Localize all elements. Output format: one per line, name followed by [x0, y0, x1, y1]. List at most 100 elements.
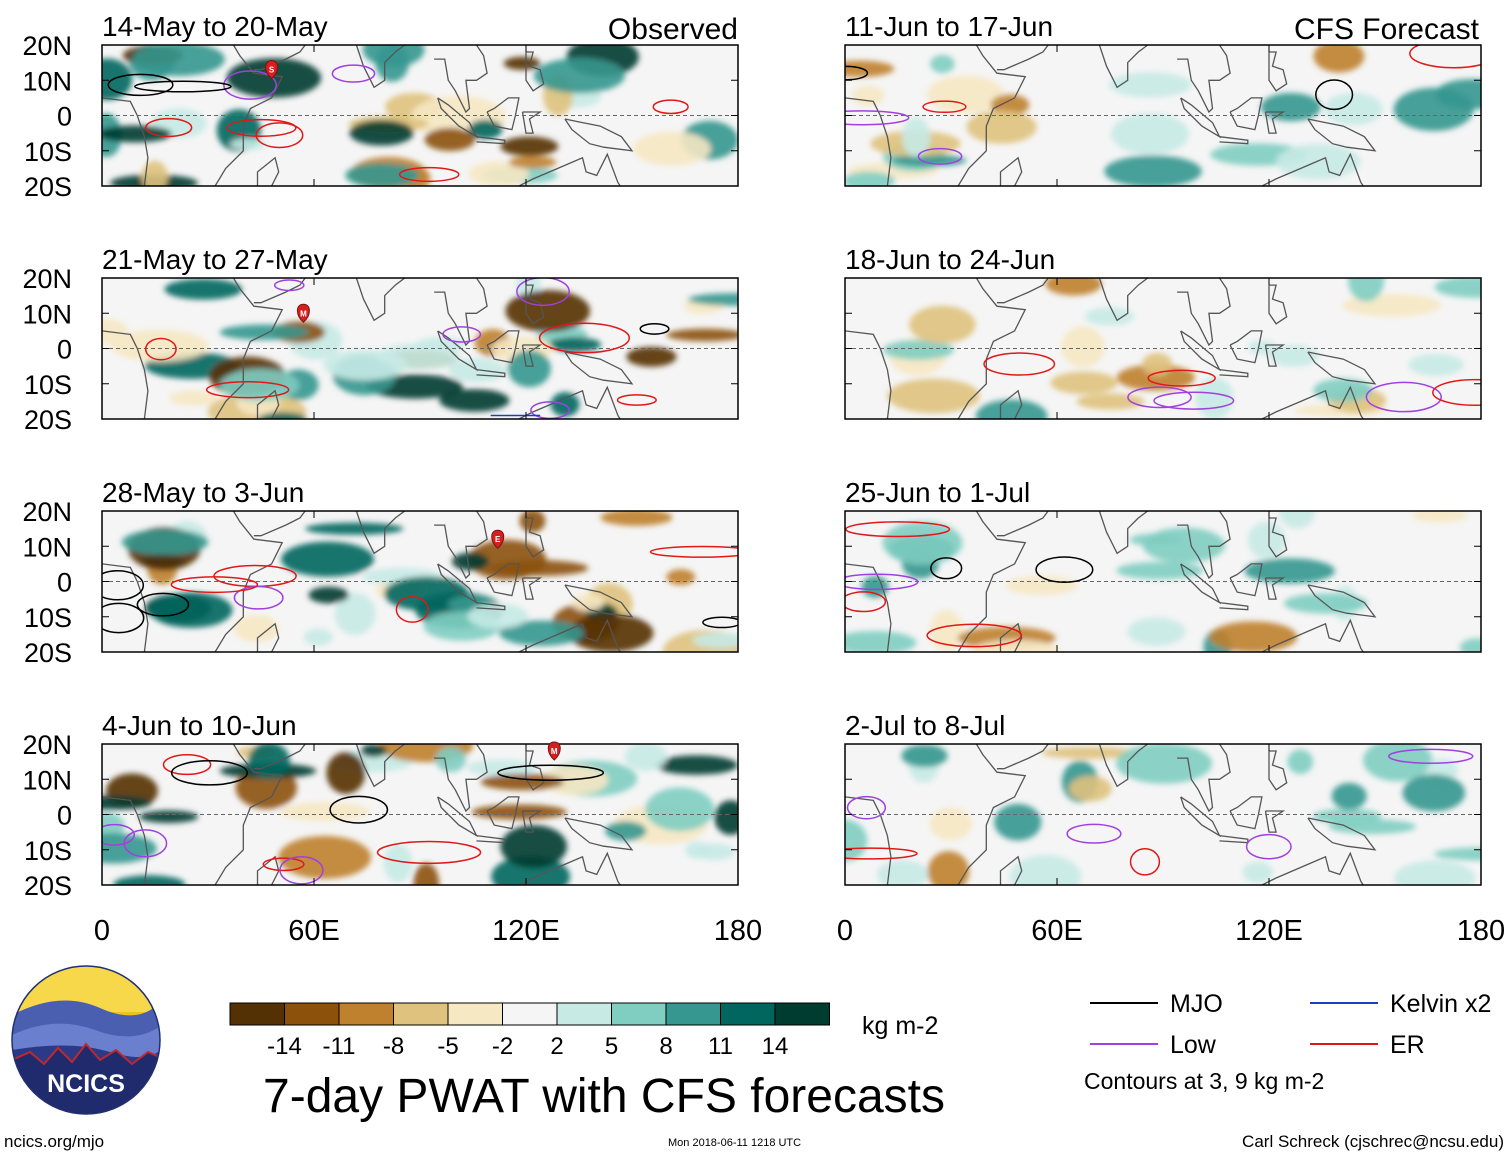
- panel-title: 11-Jun to 17-Jun: [845, 11, 1053, 42]
- panel-obs-2: 20N 10N 0 10S 20S 21-May to 27-May: [22, 244, 739, 435]
- chart-title: 7-day PWAT with CFS forecasts: [263, 1070, 945, 1123]
- pwat-anomaly-field: [845, 45, 1481, 186]
- colorbar-label: 14: [762, 1033, 789, 1060]
- x-tick-label: 180: [714, 915, 762, 947]
- y-tick-label: 20N: [22, 497, 72, 527]
- logo-text: NCICS: [47, 1070, 125, 1098]
- y-tick-label: 20N: [22, 264, 72, 294]
- pwat-anomaly-field: [882, 278, 1481, 419]
- pwat-anomaly-field: [121, 511, 738, 652]
- colorbar-label: -14: [267, 1033, 302, 1060]
- storm-marker: M: [296, 303, 310, 323]
- y-tick-label: 20S: [24, 405, 72, 435]
- y-tick-label: 0: [57, 568, 72, 598]
- x-tick-label: 120E: [1235, 915, 1303, 947]
- storm-marker-letter: M: [300, 309, 307, 318]
- x-tick-label: 0: [94, 915, 110, 947]
- coastlines: [102, 511, 634, 652]
- colorbar-swatch: [774, 1002, 830, 1026]
- legend-item: MJO: [1090, 990, 1223, 1018]
- y-tick-label: 10S: [24, 603, 72, 633]
- storm-marker: E: [491, 529, 505, 549]
- wave-contours: [983, 352, 1481, 413]
- colorbar-swatch: [665, 1002, 721, 1026]
- forecast-header: CFS Forecast: [1294, 13, 1480, 46]
- legend-item: ER: [1310, 1031, 1425, 1059]
- x-tick-label: 60E: [288, 915, 340, 947]
- coastlines: [102, 744, 634, 885]
- colorbar-swatch: [447, 1002, 503, 1026]
- coastlines: [845, 278, 1377, 419]
- colorbar-swatch: [611, 1002, 667, 1026]
- colorbar-swatch: [556, 1002, 612, 1026]
- panel-title: 18-Jun to 24-Jun: [845, 244, 1055, 275]
- storm-marker-letter: S: [269, 66, 275, 75]
- colorbar-swatch: [502, 1002, 558, 1026]
- panel-title: 21-May to 27-May: [102, 244, 328, 275]
- storm-marker-letter: M: [551, 747, 558, 756]
- wave-contours: [102, 754, 605, 885]
- pwat-anomaly-field: [845, 511, 1481, 652]
- panel-fcst-1: 11-Jun to 17-Jun: [844, 11, 1482, 187]
- coastlines: [102, 278, 634, 419]
- y-tick-label: 10S: [24, 836, 72, 866]
- colorbar-label: -5: [437, 1033, 458, 1060]
- ncics-logo: NCICS: [11, 965, 161, 1115]
- y-tick-label: 20S: [24, 871, 72, 901]
- panel-fcst-3: 25-Jun to 1-Jul: [844, 477, 1482, 653]
- legend-item: Low: [1090, 1031, 1217, 1059]
- panel-fcst-4: 2-Jul to 8-Jul: [844, 710, 1482, 886]
- colorbar-label: -8: [383, 1033, 404, 1060]
- legend-label: MJO: [1170, 990, 1223, 1018]
- y-tick-label: 20N: [22, 730, 72, 760]
- y-tick-label: 10N: [22, 532, 72, 562]
- panel-fcst-2: 18-Jun to 24-Jun: [844, 244, 1482, 420]
- y-tick-label: 20N: [22, 31, 72, 61]
- colorbar-label: -11: [323, 1033, 356, 1060]
- pwat-anomaly-field: [845, 744, 1481, 885]
- y-tick-label: 20S: [24, 638, 72, 668]
- coastlines: [102, 45, 634, 186]
- storm-marker-letter: E: [495, 535, 501, 544]
- panel-obs-4: 20N 10N 0 10S 20S 4-Jun to 10-Jun: [22, 710, 739, 901]
- colorbar-swatch: [393, 1002, 449, 1026]
- coastlines: [845, 45, 1377, 186]
- wave-contours: [102, 545, 738, 634]
- panel-title: 4-Jun to 10-Jun: [102, 710, 297, 741]
- coastlines: [845, 511, 1377, 652]
- footer-timestamp: Mon 2018-06-11 1218 UTC: [668, 1137, 802, 1149]
- observed-header: Observed: [608, 13, 738, 46]
- x-tick-label: 180: [1457, 915, 1505, 947]
- x-tick-label: 120E: [492, 915, 560, 947]
- footer-author: Carl Schreck (cjschrec@ncsu.edu): [1242, 1132, 1504, 1151]
- y-tick-label: 10N: [22, 765, 72, 795]
- wave-contours: [107, 64, 689, 183]
- footer-url: ncics.org/mjo: [4, 1132, 105, 1151]
- x-tick-label: 60E: [1031, 915, 1083, 947]
- colorbar-units: kg m-2: [862, 1012, 938, 1040]
- legend-item: Kelvin x2: [1310, 990, 1491, 1018]
- colorbar-swatch: [229, 1002, 285, 1026]
- colorbar-label: 11: [708, 1033, 733, 1060]
- colorbar-swatch: [284, 1002, 340, 1026]
- colorbar-label: 2: [550, 1033, 563, 1060]
- y-tick-label: 10S: [24, 370, 72, 400]
- panel-obs-3: 20N 10N 0 10S 20S 28-May to 3-Jun: [22, 477, 739, 668]
- y-tick-label: 20S: [24, 172, 72, 202]
- pwat-anomaly-field: [102, 45, 738, 186]
- legend-label: ER: [1390, 1031, 1425, 1059]
- y-tick-label: 10N: [22, 299, 72, 329]
- panel-title: 14-May to 20-May: [102, 11, 328, 42]
- coastlines: [845, 744, 1377, 885]
- colorbar-swatch: [338, 1002, 394, 1026]
- colorbar-swatch: [720, 1002, 776, 1026]
- y-tick-label: 0: [57, 102, 72, 132]
- y-tick-label: 10S: [24, 137, 72, 167]
- panel-title: 2-Jul to 8-Jul: [845, 710, 1005, 741]
- colorbar-label: -2: [492, 1033, 513, 1060]
- colorbar-label: 5: [605, 1033, 618, 1060]
- wave-contours: [144, 278, 670, 419]
- panel-title: 28-May to 3-Jun: [102, 477, 304, 508]
- legend-label: Kelvin x2: [1390, 990, 1491, 1018]
